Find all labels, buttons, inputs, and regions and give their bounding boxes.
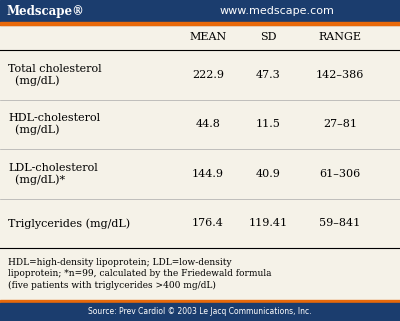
Text: 144.9: 144.9 [192, 169, 224, 179]
Text: 59–841: 59–841 [319, 218, 361, 228]
Bar [0, 22, 400, 25]
Text: RANGE: RANGE [318, 32, 362, 42]
Text: MEAN: MEAN [189, 32, 227, 42]
Text: SD: SD [260, 32, 276, 42]
Text: 44.8: 44.8 [196, 119, 220, 129]
Text: 222.9: 222.9 [192, 70, 224, 80]
Text: Triglycerides (mg/dL): Triglycerides (mg/dL) [8, 218, 130, 229]
Bar [0, 300, 400, 303]
Text: Medscape®: Medscape® [6, 4, 84, 18]
Text: Source: Prev Cardiol © 2003 Le Jacq Communications, Inc.: Source: Prev Cardiol © 2003 Le Jacq Comm… [88, 308, 312, 317]
Text: 40.9: 40.9 [256, 169, 280, 179]
Text: 119.41: 119.41 [248, 218, 288, 228]
Text: Total cholesterol
  (mg/dL): Total cholesterol (mg/dL) [8, 64, 102, 86]
Text: 11.5: 11.5 [256, 119, 280, 129]
Bar [0, 303, 400, 321]
Text: www.medscape.com: www.medscape.com [220, 6, 335, 16]
Text: 27–81: 27–81 [323, 119, 357, 129]
Text: LDL-cholesterol
  (mg/dL)*: LDL-cholesterol (mg/dL)* [8, 163, 98, 185]
Text: 176.4: 176.4 [192, 218, 224, 228]
Text: HDL-cholesterol
  (mg/dL): HDL-cholesterol (mg/dL) [8, 113, 100, 135]
Bar [0, 0, 400, 22]
Text: 61–306: 61–306 [319, 169, 361, 179]
Text: HDL=high-density lipoprotein; LDL=low-density
lipoprotein; *n=99, calculated by : HDL=high-density lipoprotein; LDL=low-de… [8, 258, 272, 291]
Text: 142–386: 142–386 [316, 70, 364, 80]
Text: 47.3: 47.3 [256, 70, 280, 80]
